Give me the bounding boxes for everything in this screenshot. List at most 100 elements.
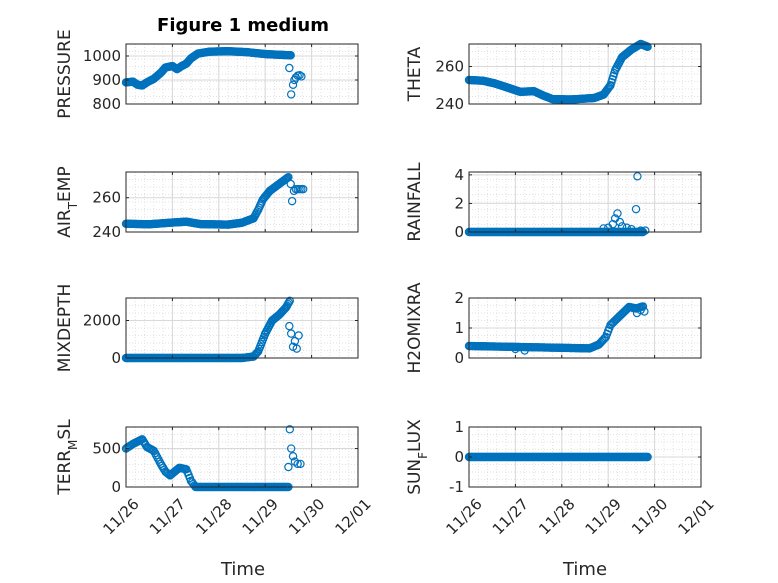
subplot-7: 0 500 11/26 11/27 11/28 11/29 11/30 12/01 TERRMS… [55,419,375,539]
data-point [640,307,649,316]
data-point [285,321,294,331]
x-axis-label-right: Time [562,559,607,580]
data-point [288,80,298,90]
axes-box [125,297,359,359]
x-tick-label: 11/28 [535,495,578,538]
y-tick-label: 0 [454,223,464,241]
data-point [252,349,261,358]
x-tick-label: 11/29 [239,495,282,538]
subplot-4: 0 2 4 RAINFALL [405,162,702,242]
y-tick-label: 1 [454,418,464,436]
data-point [286,179,295,189]
subplot-3: 240 260 AIRTEMP [55,166,359,241]
axes-box [468,171,702,233]
y-tick-label: 500 [92,440,121,458]
data-point [604,82,614,92]
y-tick-label: 0 [454,448,464,466]
x-axis-label-left: Time [220,559,265,580]
y-tick-label: 1 [454,319,464,337]
data-point [286,329,296,338]
data-point [294,331,303,340]
axes-box [125,426,359,488]
figure-title: Figure 1 medium [157,15,329,36]
x-tick-label: 11/27 [489,495,532,538]
data-point [613,209,622,218]
x-tick-label: 11/29 [582,495,625,538]
data-point [511,344,520,354]
subplot-5: 0 2000 MIXDEPTH [55,284,359,373]
data-point [615,217,625,227]
data-point [636,305,645,315]
y-tick-label: 260 [92,189,121,207]
data-point [631,204,641,214]
data-point [636,226,645,235]
data-point [284,462,293,472]
data-point [617,222,627,231]
data-point [643,42,652,52]
y-axis-label-part: AIR [55,209,75,238]
y-axis-label: RAINFALL [405,162,425,242]
y-tick-label: 2000 [83,312,121,330]
y-axis-label: AIRTEMP [55,166,80,237]
data-point [286,51,295,60]
x-tick-label: 11/30 [285,495,328,538]
data-point [295,70,304,80]
y-axis-label-part: EMP [55,166,75,202]
data-point [292,344,301,353]
y-axis-label-part: SL [55,419,75,440]
data-point [285,63,294,73]
y-tick-label: 0 [111,478,121,496]
subplot-2: 240 260 THETA [405,39,702,113]
data-point [296,459,305,469]
data-point [290,457,300,466]
data-point [641,226,650,235]
data-point [299,184,308,194]
data-point [287,196,297,206]
y-tick-label: 260 [435,58,464,76]
data-point [284,298,294,307]
y-axis-label-subscript: T [66,201,80,210]
data-point [288,452,298,461]
x-tick-label: 11/30 [628,495,671,538]
data-point [286,444,296,453]
y-axis-label-subscript: F [416,452,430,459]
data-point [600,334,609,343]
y-axis-label-part: RAINFALL [405,162,425,242]
y-axis-label-part: MIXDEPTH [55,284,75,373]
y-axis-label-subscript: M [66,440,80,450]
data-point [293,459,302,469]
y-axis-label: PRESSURE [55,29,75,118]
y-tick-label: 2 [454,289,464,307]
data-point [622,223,631,232]
x-tick-label: 11/28 [192,495,235,538]
y-axis-label-part: THETA [405,46,425,102]
x-tick-label: 12/01 [674,495,717,538]
subplot-6: 0 1 2 H2OMIXRA [405,282,702,374]
x-tick-label: 11/27 [146,495,189,538]
x-tick-label: 12/01 [331,495,374,538]
y-axis-label: SUNFLUX [405,419,430,495]
y-axis-label: MIXDEPTH [55,284,75,373]
y-axis-label-part: LUX [405,419,425,452]
axes-box [125,171,359,233]
y-tick-label: 1000 [83,47,121,65]
data-point [290,336,300,346]
y-tick-label: 800 [92,95,121,113]
data-point [643,452,652,462]
y-tick-label: 0 [454,349,464,367]
data-point [285,296,294,306]
y-tick-label: 240 [92,223,121,241]
data-point [285,425,294,434]
y-axis-label: TERRMSL [55,419,80,496]
y-axis-label: THETA [405,46,425,102]
data-point [627,224,636,234]
axes-box [468,43,702,105]
y-tick-label: -1 [449,478,464,496]
y-tick-label: 240 [435,95,464,113]
y-tick-label: 4 [454,166,464,184]
x-tick-label: 11/26 [442,495,485,538]
y-axis-label-part: PRESSURE [55,29,75,118]
subplot-8: -1 0 1 11/26 11/27 11/28 11/29 11/30 12/01 SUNFLU… [405,418,718,538]
data-point [286,90,296,99]
